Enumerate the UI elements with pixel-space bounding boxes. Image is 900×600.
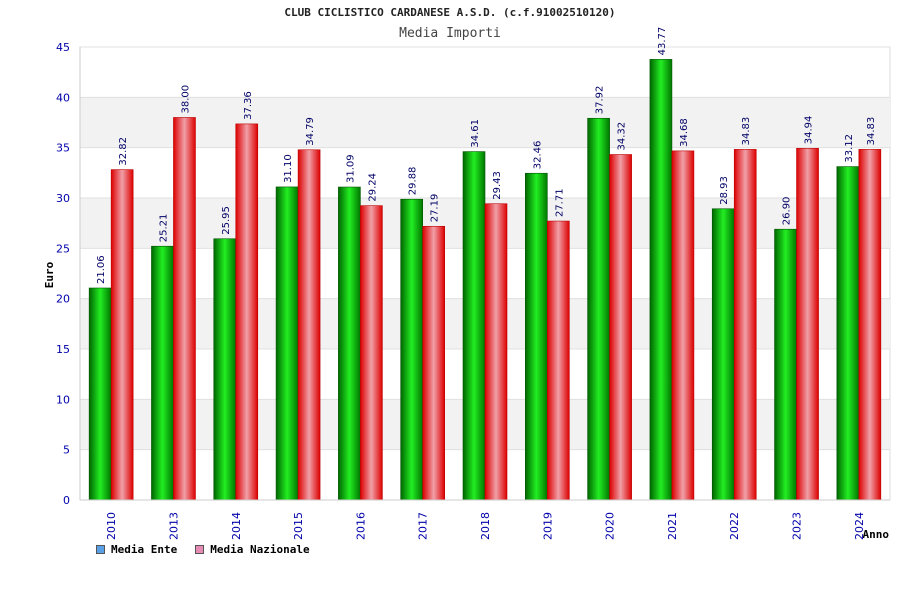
value-label-ente-2023: 26.90 <box>782 197 793 226</box>
chart-title: CLUB CICLISTICO CARDANESE A.S.D. (c.f.91… <box>284 6 616 19</box>
x-tick-label-2016: 2016 <box>354 512 367 540</box>
x-tick-label-2024: 2024 <box>853 512 866 540</box>
x-tick-label-2018: 2018 <box>479 512 492 540</box>
bar-nazionale-2024 <box>858 149 882 501</box>
value-label-nazionale-2019: 27.71 <box>554 188 565 217</box>
bar-nazionale-2018 <box>484 203 508 501</box>
value-label-ente-2015: 31.10 <box>283 154 294 183</box>
bar-nazionale-2016 <box>360 205 383 501</box>
bar-nazionale-2023 <box>796 147 819 501</box>
y-tick-label: 35 <box>56 142 70 155</box>
legend: Media Ente Media Nazionale <box>96 543 310 556</box>
y-tick-label: 10 <box>56 393 70 406</box>
bar-ente-2013 <box>151 245 174 501</box>
value-label-nazionale-2021: 34.68 <box>679 118 690 147</box>
value-label-nazionale-2014: 37.36 <box>243 91 254 120</box>
value-label-ente-2016: 31.09 <box>345 154 356 183</box>
y-tick-label: 40 <box>56 91 70 104</box>
x-tick-label-2023: 2023 <box>791 512 804 540</box>
value-labels: 21.06 32.82 25.21 38.00 25.95 37.36 31.10 34.79… <box>96 27 877 284</box>
value-label-ente-2024: 33.12 <box>844 134 855 163</box>
value-label-ente-2013: 25.21 <box>158 214 169 243</box>
value-label-nazionale-2022: 34.83 <box>741 117 752 146</box>
x-tick-label-2022: 2022 <box>728 512 741 540</box>
legend-swatch-ente <box>96 545 105 554</box>
bar-ente-2015 <box>275 186 299 501</box>
value-label-ente-2019: 32.46 <box>532 141 543 170</box>
x-tick-label-2017: 2017 <box>417 512 430 540</box>
value-label-nazionale-2020: 34.32 <box>617 122 628 151</box>
x-tick-label-2019: 2019 <box>541 512 554 540</box>
bar-ente-2017 <box>400 198 423 501</box>
x-tick-label-2014: 2014 <box>230 512 243 540</box>
x-tick-label-2010: 2010 <box>105 512 118 540</box>
y-tick-label: 0 <box>63 494 70 507</box>
bar-ente-2020 <box>587 117 610 501</box>
bar-ente-2024 <box>836 166 860 501</box>
value-label-nazionale-2017: 27.19 <box>430 194 441 223</box>
bar-ente-2019 <box>525 172 548 501</box>
bar-nazionale-2010 <box>110 169 134 501</box>
x-tick-label-2013: 2013 <box>167 512 180 540</box>
value-label-nazionale-2023: 34.94 <box>804 116 815 145</box>
bar-nazionale-2020 <box>609 154 632 501</box>
value-label-nazionale-2024: 34.83 <box>866 117 877 146</box>
value-label-ente-2018: 34.61 <box>470 119 481 148</box>
bar-nazionale-2013 <box>173 117 196 501</box>
bar-ente-2016 <box>338 186 361 501</box>
value-label-nazionale-2013: 38.00 <box>180 85 191 114</box>
y-tick-label: 15 <box>56 343 70 356</box>
value-label-nazionale-2016: 29.24 <box>367 173 378 202</box>
bar-ente-2023 <box>774 228 797 501</box>
bar-nazionale-2014 <box>235 123 259 501</box>
y-tick-label: 20 <box>56 293 70 306</box>
legend-swatch-nazionale <box>195 545 205 554</box>
value-label-nazionale-2015: 34.79 <box>305 117 316 146</box>
legend-item-nazionale: Media Nazionale <box>195 543 310 556</box>
value-label-ente-2020: 37.92 <box>595 86 606 115</box>
value-label-ente-2021: 43.77 <box>657 27 668 56</box>
chart-subtitle: Media Importi <box>399 26 501 41</box>
bar-nazionale-2021 <box>671 150 695 501</box>
legend-label-nazionale: Media Nazionale <box>210 543 310 556</box>
y-tick-label: 30 <box>56 192 70 205</box>
x-tick-label-2020: 2020 <box>604 512 617 540</box>
bar-nazionale-2022 <box>733 149 757 501</box>
legend-item-ente: Media Ente <box>96 543 177 556</box>
bar-nazionale-2015 <box>297 149 321 501</box>
bar-ente-2010 <box>88 287 112 501</box>
bar-nazionale-2019 <box>547 220 570 501</box>
x-tick-label-2015: 2015 <box>292 512 305 540</box>
y-tick-label: 25 <box>56 242 70 255</box>
value-label-ente-2014: 25.95 <box>221 206 232 235</box>
value-label-ente-2017: 29.88 <box>408 167 419 196</box>
y-axis-label: Euro <box>43 261 56 288</box>
plot-band <box>80 97 890 148</box>
value-label-nazionale-2018: 29.43 <box>492 171 503 200</box>
bars-group <box>88 59 882 501</box>
value-label-ente-2010: 21.06 <box>96 255 107 284</box>
bar-nazionale-2017 <box>422 225 445 501</box>
bar-ente-2018 <box>462 151 486 501</box>
y-tick-label: 45 <box>56 41 70 54</box>
x-axis-label: Anno <box>863 528 890 541</box>
value-label-ente-2022: 28.93 <box>719 176 730 205</box>
x-tick-label-2021: 2021 <box>666 512 679 540</box>
value-label-nazionale-2010: 32.82 <box>118 137 129 166</box>
bar-ente-2022 <box>711 208 735 501</box>
bar-ente-2021 <box>649 59 673 501</box>
legend-label-ente: Media Ente <box>111 543 178 556</box>
axes: 0 5 10 15 20 25 30 35 40 45 Euro Anno 2010 2013 2014 20… <box>43 41 890 541</box>
bar-ente-2014 <box>213 238 237 501</box>
y-tick-label: 5 <box>63 444 70 457</box>
